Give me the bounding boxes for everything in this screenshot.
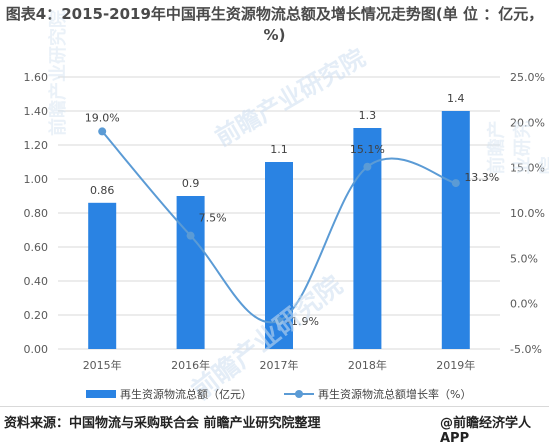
legend-item-bar: 再生资源物流总额（亿元） [86, 386, 252, 402]
growth-point [363, 163, 371, 171]
legend: 再生资源物流总额（亿元） 再生资源物流总额增长率（%） [0, 386, 549, 402]
growth-value-label: 7.5% [199, 212, 227, 225]
growth-value-label: 15.1% [350, 143, 385, 156]
legend-line-swatch [284, 390, 314, 398]
footer-divider [0, 406, 549, 407]
legend-line-label: 再生资源物流总额增长率（%） [318, 386, 471, 402]
legend-bar-swatch [86, 390, 116, 398]
bar-value-label: 1.3 [359, 109, 377, 122]
bar-value-label: 1.1 [270, 143, 288, 156]
bar-value-label: 0.9 [182, 177, 200, 190]
y-right-tick-label: 5.0% [510, 252, 538, 265]
y-right-tick-label: -5.0% [510, 343, 542, 356]
y-left-tick-label: 0.20 [24, 309, 49, 322]
growth-point [187, 232, 195, 240]
footer-source: 资料来源：中国物流与采购联合会 前瞻产业研究院整理 [4, 412, 321, 431]
y-left-tick-label: 0.00 [24, 343, 49, 356]
watermark-side-text: 前瞻产业研究院 [483, 120, 549, 175]
legend-item-line: 再生资源物流总额增长率（%） [284, 386, 471, 402]
bar [88, 203, 116, 349]
growth-point [98, 127, 106, 135]
y-right-tick-label: 25.0% [510, 71, 545, 84]
y-left-tick-label: 0.60 [24, 241, 49, 254]
y-right-tick-label: 0.0% [510, 298, 538, 311]
watermark-side-text: 前瞻产业研究院 [44, 10, 70, 136]
x-tick-label: 2015年 [83, 358, 122, 372]
x-tick-label: 2019年 [436, 358, 475, 372]
y-left-tick-label: 1.20 [24, 139, 49, 152]
bar [442, 111, 470, 349]
x-tick-label: 2018年 [348, 358, 387, 372]
y-right-tick-label: 10.0% [510, 207, 545, 220]
y-left-tick-label: 0.80 [24, 207, 49, 220]
bar-value-label: 1.4 [447, 92, 465, 105]
bar-value-label: 0.86 [90, 184, 115, 197]
legend-bar-label: 再生资源物流总额（亿元） [120, 386, 252, 402]
y-left-tick-label: 0.40 [24, 275, 49, 288]
growth-value-label: 19.0% [85, 111, 120, 124]
y-left-tick-label: 1.00 [24, 173, 49, 186]
growth-point [452, 179, 460, 187]
footer-brand: @前瞻经济学人APP [440, 412, 549, 446]
